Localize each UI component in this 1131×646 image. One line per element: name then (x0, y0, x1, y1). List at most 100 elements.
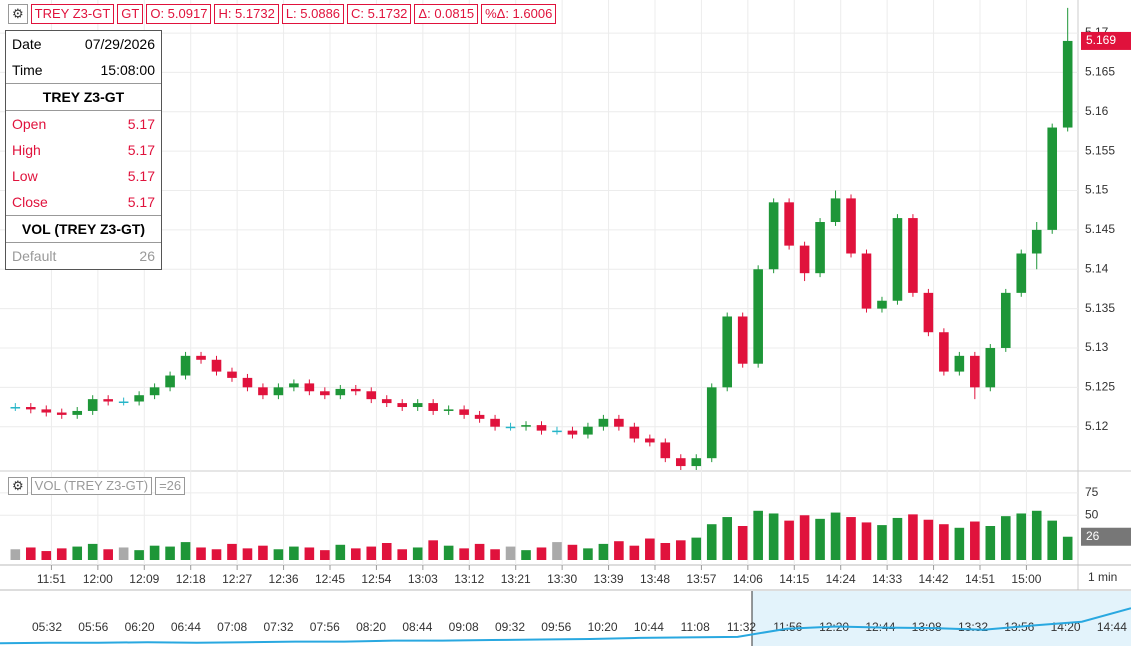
volume-bar (149, 545, 160, 560)
volume-bar (536, 547, 547, 560)
y-tick-label: 5.135 (1085, 301, 1115, 315)
label: Open (12, 116, 47, 132)
navigator-tick-label: 10:20 (588, 620, 618, 634)
candle-body (103, 399, 113, 402)
candle-body (397, 403, 408, 408)
x-tick-label: 12:27 (222, 572, 252, 586)
value: 5.17 (127, 194, 155, 210)
low: L: 5.0886 (281, 4, 345, 24)
label: Default (12, 248, 57, 264)
volume-bar (118, 547, 129, 560)
candle-body (10, 407, 21, 409)
candle-body (1047, 127, 1058, 230)
header: ⚙ TREY Z3-GT GT O: 5.0917 H: 5.1732 L: 5… (8, 4, 557, 24)
volume-value: =26 (155, 477, 186, 495)
volume-bar (1016, 513, 1027, 560)
candle-body (165, 375, 175, 388)
volume-bar (273, 549, 284, 560)
volume-bar (505, 546, 516, 560)
candle-body (273, 387, 284, 396)
settings-icon[interactable]: ⚙ (8, 477, 28, 495)
candle-body (768, 202, 779, 270)
volume-bar (180, 542, 191, 560)
navigator-tick-label: 13:32 (958, 620, 988, 634)
candle-body (521, 425, 531, 427)
volume-bar (846, 517, 856, 560)
navigator-tick-label: 07:56 (310, 620, 340, 634)
x-tick-label: 13:12 (454, 572, 484, 586)
value: 15:08:00 (100, 62, 156, 78)
candle-body (861, 253, 872, 309)
candle-body (567, 430, 578, 435)
volume-bar (660, 543, 671, 560)
volume-bar (335, 544, 346, 560)
candle-body (443, 409, 454, 411)
x-tick-label: 12:45 (315, 572, 345, 586)
navigator-tick-label: 11:08 (681, 620, 710, 634)
x-tick-label: 13:21 (501, 572, 531, 586)
candle-body (614, 418, 624, 427)
candle-body (985, 347, 996, 388)
volume-bar (25, 547, 36, 560)
y-tick-label: 5.16 (1085, 104, 1109, 118)
volume-bar (737, 526, 748, 560)
candle-body (954, 355, 965, 372)
navigator-tick-label: 09:56 (541, 620, 571, 634)
candle-body (412, 403, 423, 408)
candle-body (87, 399, 98, 411)
candle-body (366, 391, 377, 400)
candle-body (675, 458, 686, 467)
candle-body (877, 300, 887, 309)
volume-bar (784, 520, 794, 560)
candle-body (289, 383, 299, 388)
x-tick-label: 14:42 (919, 572, 949, 586)
last-price-label: 5.169 (1086, 33, 1116, 47)
y-tick-label: 75 (1085, 485, 1099, 499)
volume-bar (397, 549, 408, 560)
navigator-tick-label: 09:32 (495, 620, 525, 634)
settings-icon[interactable]: ⚙ (8, 4, 28, 24)
navigator-tick-label: 05:56 (78, 620, 108, 634)
candle-body (830, 198, 841, 223)
volume-bar (428, 540, 438, 560)
navigator-tick-label: 11:56 (773, 620, 802, 634)
navigator-tick-label: 08:20 (356, 620, 386, 634)
candle-body (1000, 292, 1011, 348)
volume-bar (830, 512, 841, 560)
volume-bar (706, 524, 717, 560)
volume-bar (583, 548, 593, 560)
symbol: TREY Z3-GT (6, 83, 161, 111)
volume-bar (939, 524, 949, 560)
volume-bar (103, 549, 113, 560)
x-tick-label: 14:33 (872, 572, 902, 586)
navigator-tick-label: 07:32 (263, 620, 293, 634)
volume-bar (722, 517, 733, 560)
y-tick-label: 5.15 (1085, 183, 1109, 197)
candle-body (846, 198, 856, 254)
volume-bar (799, 515, 810, 560)
volume-bar (56, 548, 67, 560)
open: O: 5.0917 (146, 4, 212, 24)
volume-bar (320, 550, 330, 560)
volume-bar (165, 546, 175, 560)
candle-body (381, 399, 392, 404)
candle-body (196, 355, 206, 360)
volume-bar (521, 550, 531, 560)
volume-legend: ⚙ VOL (TREY Z3-GT) =26 (8, 477, 186, 495)
volume-bar (474, 543, 485, 560)
volume-bar (1031, 510, 1042, 560)
volume-bar (304, 547, 315, 560)
volume-bar (691, 537, 702, 560)
interval-label: 1 min (1088, 570, 1117, 584)
tooltip: Date 07/29/2026 Time 15:08:00 TREY Z3-GT O… (5, 30, 162, 270)
candle-body (335, 388, 346, 396)
candle-body (25, 407, 36, 410)
candle-body (583, 426, 593, 435)
volume-bar (366, 546, 377, 560)
candle-body (908, 218, 918, 293)
close: C: 5.1732 (347, 4, 412, 24)
x-tick-label: 13:57 (686, 572, 716, 586)
candle-body (598, 418, 609, 427)
volume-bar (211, 549, 222, 560)
